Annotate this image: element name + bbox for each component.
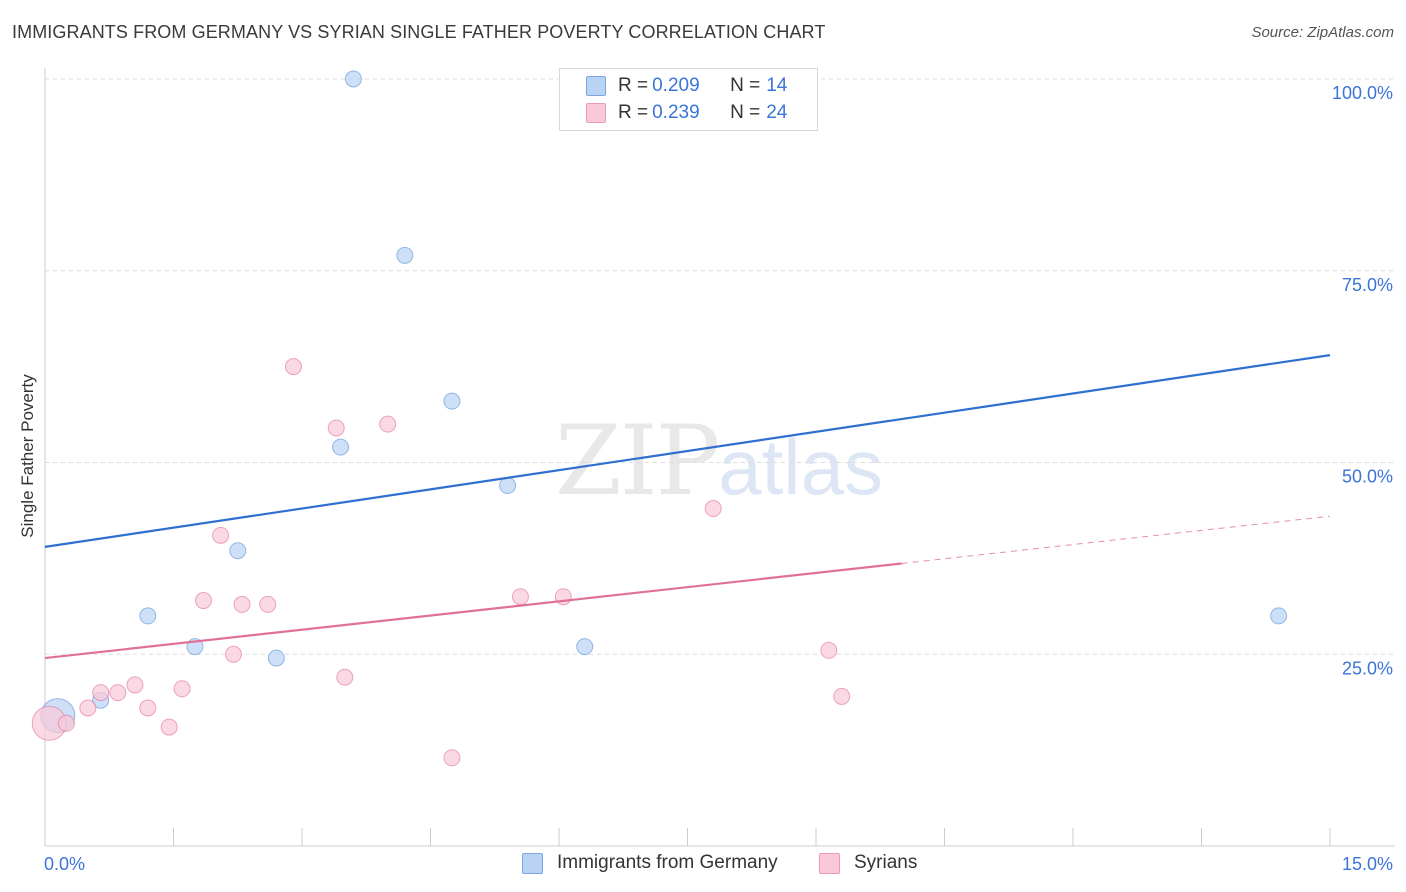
y-tick-label: 75.0%: [1342, 275, 1393, 295]
data-point-germany: [499, 477, 517, 495]
correlation-legend: R = 0.209 N = 14 R = 0.239 N = 24: [559, 68, 818, 131]
legend-n-label: N =: [730, 102, 761, 123]
data-point-syrians: [336, 668, 354, 686]
data-point-syrians: [194, 592, 212, 610]
data-point-germany: [396, 246, 414, 264]
data-point-germany: [139, 607, 157, 625]
legend-label-syrians: Syrians: [854, 852, 918, 873]
legend-n-label: N =: [730, 75, 761, 96]
data-point-syrians: [173, 680, 191, 698]
y-tick-label: 100.0%: [1332, 83, 1393, 103]
watermark-zip: ZIP: [555, 405, 720, 517]
data-point-syrians: [820, 641, 838, 659]
data-point-syrians: [379, 415, 397, 433]
data-point-syrians: [704, 500, 722, 518]
legend-r-label: R =: [618, 75, 649, 96]
y-tick-label: 25.0%: [1342, 658, 1393, 678]
legend-r-label: R =: [618, 102, 649, 123]
legend-n-value: 24: [766, 102, 788, 123]
data-point-germany: [443, 392, 461, 410]
legend-item-germany: Immigrants from Germany: [522, 852, 778, 874]
legend-swatch-syrians: [819, 852, 840, 874]
series-legend: Immigrants from Germany Syrians: [0, 850, 1406, 880]
watermark: ZIPatlas: [555, 405, 883, 517]
data-point-syrians: [92, 684, 110, 702]
data-point-germany: [332, 438, 350, 456]
data-point-germany: [344, 70, 362, 88]
data-point-syrians: [109, 684, 127, 702]
data-point-germany: [267, 649, 285, 667]
data-point-syrians: [160, 718, 178, 736]
legend-swatch-syrians: [586, 103, 606, 123]
legend-n-value: 14: [766, 75, 788, 96]
legend-r-value: 0.209: [652, 75, 700, 96]
data-point-syrians: [233, 595, 251, 613]
data-point-syrians: [224, 645, 242, 663]
data-point-syrians: [833, 687, 851, 705]
trend-line-germany: [44, 354, 1331, 548]
data-point-germany: [576, 638, 594, 656]
data-point-syrians: [126, 676, 144, 694]
data-point-syrians: [327, 419, 345, 437]
data-point-syrians: [79, 699, 97, 717]
data-point-germany: [1270, 607, 1288, 625]
source-label: Source: ZipAtlas.com: [1251, 24, 1394, 41]
y-tick-label: 50.0%: [1342, 467, 1393, 487]
x-tick-label: 0.0%: [44, 854, 85, 874]
watermark-atlas: atlas: [718, 423, 883, 511]
legend-item-syrians: Syrians: [819, 852, 917, 874]
legend-label-germany: Immigrants from Germany: [557, 852, 778, 873]
legend-swatch-germany: [522, 852, 543, 874]
trend-line-syrians: [44, 562, 902, 660]
data-point-syrians: [443, 749, 461, 767]
data-point-syrians: [284, 358, 302, 376]
data-point-germany: [229, 542, 247, 560]
trend-line-syrians-extension: [901, 515, 1331, 564]
data-point-syrians: [259, 595, 277, 613]
legend-r-value: 0.239: [652, 102, 700, 123]
legend-row-germany: R = 0.209 N = 14: [586, 73, 787, 99]
data-point-syrians: [139, 699, 157, 717]
chart-title: IMMIGRANTS FROM GERMANY VS SYRIAN SINGLE…: [12, 22, 826, 42]
legend-row-syrians: R = 0.239 N = 24: [586, 100, 787, 126]
x-tick-label: 15.0%: [1342, 854, 1393, 874]
legend-swatch-germany: [586, 76, 606, 96]
data-point-syrians: [511, 588, 529, 606]
data-point-syrians: [212, 526, 230, 544]
data-point-syrians: [57, 714, 75, 732]
